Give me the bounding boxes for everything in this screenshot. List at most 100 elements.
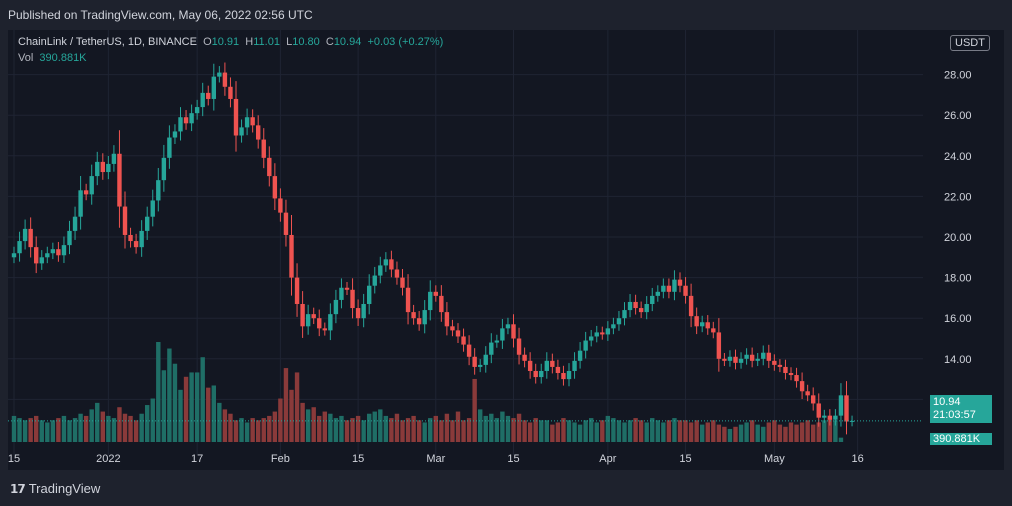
volume-bar bbox=[444, 413, 450, 442]
volume-bar bbox=[300, 402, 305, 442]
candle-body bbox=[766, 352, 771, 361]
candle-body bbox=[616, 318, 622, 325]
volume-bar bbox=[172, 363, 178, 442]
volume-bar bbox=[466, 418, 472, 442]
volume-bar bbox=[500, 411, 505, 442]
candle-body bbox=[539, 370, 544, 378]
candle-body bbox=[294, 277, 300, 304]
change-value: +0.03 (+0.27%) bbox=[367, 36, 444, 48]
candle-body bbox=[677, 279, 683, 286]
volume-bar bbox=[777, 424, 783, 442]
volume-bar bbox=[150, 398, 155, 442]
tradingview-logo-icon: 𝟭𝟳 bbox=[10, 481, 26, 496]
candle-body bbox=[67, 230, 72, 246]
candle-body bbox=[478, 364, 483, 367]
volume-bar bbox=[45, 422, 50, 442]
candle-body bbox=[361, 303, 366, 319]
candle-body bbox=[416, 318, 422, 325]
volume-bar bbox=[294, 372, 300, 442]
volume-bar bbox=[383, 415, 389, 442]
candle-body bbox=[422, 310, 427, 325]
chart-area[interactable]: 12.0014.0016.0018.0020.0022.0024.0026.00… bbox=[8, 30, 1004, 470]
x-tick-label: 2022 bbox=[96, 453, 120, 465]
candle-body bbox=[172, 131, 178, 138]
y-tick-label: 18.00 bbox=[944, 273, 972, 285]
candle-body bbox=[716, 332, 722, 359]
candle-body bbox=[722, 358, 727, 361]
volume-bar bbox=[716, 424, 722, 442]
candle-body bbox=[738, 358, 744, 363]
candle-body bbox=[194, 107, 200, 114]
candle-body bbox=[411, 312, 416, 319]
volume-bar bbox=[50, 420, 56, 442]
candle-body bbox=[572, 360, 577, 371]
volume-bar bbox=[838, 437, 844, 442]
volume-bar bbox=[433, 415, 438, 442]
volume-bar bbox=[100, 411, 105, 442]
volume-bar bbox=[577, 424, 583, 442]
volume-bar bbox=[544, 420, 549, 442]
volume-bar bbox=[139, 413, 144, 442]
candle-body bbox=[811, 395, 816, 404]
candlestick-chart[interactable]: 12.0014.0016.0018.0020.0022.0024.0026.00… bbox=[8, 30, 1004, 470]
volume-bar bbox=[206, 387, 211, 442]
volume-bar bbox=[411, 415, 416, 442]
candle-body bbox=[45, 253, 50, 258]
volume-bar bbox=[766, 422, 771, 442]
volume-bar bbox=[67, 420, 72, 442]
volume-bar bbox=[222, 409, 228, 442]
volume-bar bbox=[217, 402, 222, 442]
volume-bar bbox=[283, 368, 289, 442]
candle-body bbox=[566, 370, 572, 380]
volume-bar bbox=[117, 407, 122, 442]
volume-bar bbox=[439, 420, 444, 442]
volume-bar bbox=[650, 418, 655, 442]
volume-bar bbox=[794, 424, 799, 442]
candle-body bbox=[772, 360, 777, 365]
volume-bar bbox=[733, 426, 738, 442]
volume-bar bbox=[555, 422, 561, 442]
volume-bar bbox=[228, 413, 233, 442]
candle-body bbox=[705, 322, 710, 329]
candle-body bbox=[211, 76, 216, 99]
candle-body bbox=[95, 161, 100, 177]
candle-body bbox=[844, 395, 849, 422]
volume-bar bbox=[816, 422, 821, 442]
candle-body bbox=[733, 356, 738, 363]
volume-bar bbox=[39, 420, 44, 442]
candle-body bbox=[433, 291, 438, 296]
volume-bar bbox=[78, 413, 83, 442]
x-tick-label: May bbox=[764, 453, 785, 465]
candle-body bbox=[372, 275, 377, 286]
volume-bar bbox=[594, 422, 599, 442]
volume-bar bbox=[95, 402, 100, 442]
candle-body bbox=[39, 257, 44, 264]
x-tick-label: Mar bbox=[426, 453, 445, 465]
candle-body bbox=[511, 324, 516, 339]
candle-body bbox=[505, 324, 511, 329]
volume-bar bbox=[61, 415, 67, 442]
y-tick-label: 28.00 bbox=[944, 70, 972, 82]
candle-body bbox=[383, 259, 389, 266]
candle-body bbox=[650, 295, 655, 304]
volume-bar bbox=[566, 420, 572, 442]
candle-body bbox=[61, 245, 67, 256]
candle-body bbox=[72, 216, 78, 231]
high-label: H bbox=[245, 36, 254, 48]
candle-body bbox=[805, 391, 810, 396]
tradingview-brand[interactable]: 𝟭𝟳 TradingView bbox=[10, 481, 100, 496]
volume-bar bbox=[367, 413, 372, 442]
candle-body bbox=[389, 259, 394, 270]
volume-bar bbox=[638, 420, 644, 442]
bar-countdown: 21:03:57 bbox=[933, 409, 976, 421]
volume-bar bbox=[533, 418, 538, 442]
volume-bar bbox=[677, 420, 683, 442]
volume-bar bbox=[755, 424, 760, 442]
candle-body bbox=[522, 354, 527, 361]
candle-body bbox=[311, 314, 316, 319]
volume-bar bbox=[589, 418, 594, 442]
candle-body bbox=[655, 291, 660, 296]
currency-badge[interactable]: USDT bbox=[950, 35, 990, 51]
volume-bar bbox=[344, 420, 350, 442]
y-tick-label: 14.00 bbox=[944, 354, 972, 366]
